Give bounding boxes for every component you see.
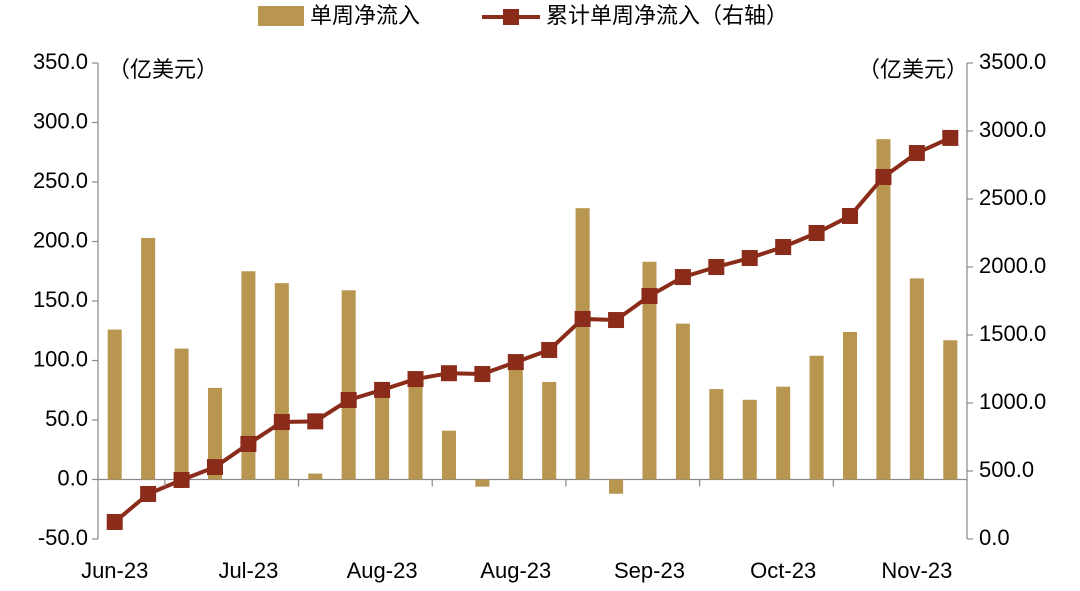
bar [274,283,289,480]
line-marker [374,381,391,398]
bar [308,473,323,480]
line-marker [641,287,658,304]
line-marker [206,459,223,476]
bar [609,479,624,494]
bar [809,355,824,480]
y2-tick-label: 1000.0 [979,389,1046,414]
bar [207,387,222,480]
y-tick-label: 100.0 [33,346,88,371]
y-tick-label: 50.0 [45,406,88,431]
line-marker [942,129,959,146]
bar [107,329,122,480]
line-marker [741,250,758,267]
bar [508,364,523,480]
line-marker [474,366,491,383]
bar [675,323,690,480]
line-marker [775,239,792,256]
y-tick-label: 150.0 [33,287,88,312]
y-tick-label: 200.0 [33,227,88,252]
x-tick-label: Nov-23 [881,558,952,583]
legend-label: 累计单周净流入（右轴） [546,3,788,28]
line-marker [273,414,290,431]
y-unit-label: （亿美元） [108,57,218,82]
y2-tick-label: 3000.0 [979,117,1046,142]
x-tick-label: Sep-23 [614,558,685,583]
line-marker [808,225,825,241]
bar [375,384,390,480]
line-marker [674,269,691,286]
x-tick-label: Aug-23 [347,558,418,583]
y2-tick-label: 2500.0 [979,185,1046,210]
bar [341,290,356,480]
bar [876,139,891,480]
bar [575,208,590,480]
line-marker [875,168,892,185]
line-marker [574,310,591,327]
y2-tick-label: 3500.0 [979,49,1046,74]
bar [776,386,791,480]
y2-tick-label: 0.0 [979,525,1010,550]
legend-label: 单周净流入 [310,3,420,28]
bar [141,237,156,480]
bar [709,389,724,480]
y2-tick-label: 2000.0 [979,253,1046,278]
line-marker [708,259,725,275]
line-marker [307,413,324,430]
y-tick-label: 350.0 [33,49,88,74]
y-tick-label: -50.0 [38,525,88,550]
bar [642,261,657,480]
bar [843,331,858,480]
line-marker [173,471,190,488]
line-marker [340,392,357,409]
y-tick-label: 300.0 [33,108,88,133]
line-marker [106,514,123,530]
x-tick-label: Jul-23 [218,558,278,583]
bar [174,348,189,480]
y-tick-label: 0.0 [57,465,88,490]
x-tick-label: Jun-23 [81,558,148,583]
y2-unit-label: （亿美元） [858,57,968,82]
line [113,136,952,524]
bar [475,479,490,487]
line-marker [240,435,257,452]
y2-tick-label: 500.0 [979,457,1034,482]
bar [542,381,557,480]
x-tick-label: Oct-23 [750,558,816,583]
bar [241,271,256,480]
bar [441,430,456,480]
legend-swatch-marker [503,9,519,25]
bar [909,278,924,480]
line-marker [541,341,558,358]
line-marker [507,354,524,371]
line-marker [908,145,925,162]
line-marker [608,312,625,329]
bar [408,384,423,480]
y2-tick-label: 1500.0 [979,321,1046,346]
line-marker [140,485,157,502]
bar [742,399,757,480]
line-marker [842,208,859,224]
line-marker [440,365,457,382]
line-marker [407,371,424,388]
legend-swatch-bar [258,6,304,26]
x-tick-label: Aug-23 [480,558,551,583]
y-tick-label: 250.0 [33,168,88,193]
bar [943,340,958,480]
